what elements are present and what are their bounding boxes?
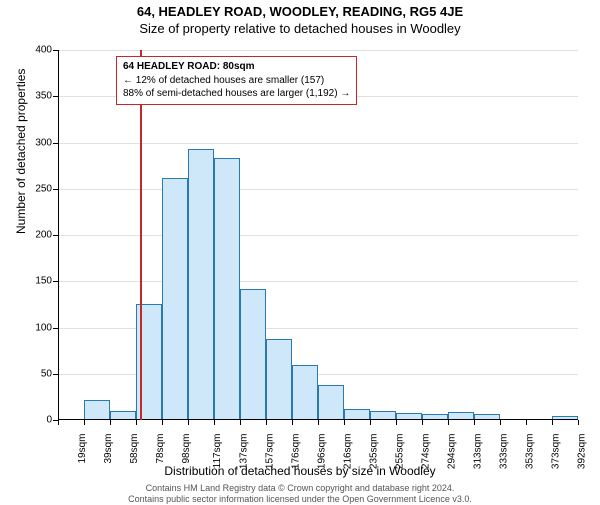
histogram-bar (266, 339, 292, 420)
x-tick (396, 420, 397, 425)
marker-line (140, 50, 142, 420)
x-tick (578, 420, 579, 425)
x-tick (318, 420, 319, 425)
x-tick (292, 420, 293, 425)
plot-area: 05010015020025030035040019sqm39sqm58sqm7… (58, 50, 578, 420)
x-tick (214, 420, 215, 425)
x-tick-label: 98sqm (181, 434, 192, 464)
x-tick (526, 420, 527, 425)
y-tick-label: 350 (18, 91, 52, 102)
y-tick-label: 50 (18, 368, 52, 379)
x-tick (370, 420, 371, 425)
y-tick-label: 400 (18, 45, 52, 56)
x-tick (552, 420, 553, 425)
gridline (58, 235, 578, 236)
x-tick-label: 19sqm (77, 434, 88, 464)
x-tick (500, 420, 501, 425)
y-axis (58, 50, 59, 420)
histogram-bar (292, 365, 318, 420)
gridline (58, 281, 578, 282)
histogram-bar (84, 400, 110, 420)
x-tick (58, 420, 59, 425)
x-tick-label: 39sqm (103, 434, 114, 464)
x-tick (474, 420, 475, 425)
x-tick (188, 420, 189, 425)
x-axis (58, 419, 578, 420)
x-axis-label: Distribution of detached houses by size … (0, 464, 600, 478)
annotation-line-3: 88% of semi-detached houses are larger (… (123, 87, 350, 101)
annotation-box: 64 HEADLEY ROAD: 80sqm← 12% of detached … (116, 56, 357, 105)
gridline (58, 189, 578, 190)
y-tick-label: 300 (18, 137, 52, 148)
y-tick-label: 200 (18, 230, 52, 241)
gridline (58, 143, 578, 144)
x-tick (136, 420, 137, 425)
chart-title-1: 64, HEADLEY ROAD, WOODLEY, READING, RG5 … (0, 4, 600, 19)
histogram-bar (318, 385, 344, 420)
x-tick (162, 420, 163, 425)
x-tick-label: 78sqm (155, 434, 166, 464)
gridline (58, 50, 578, 51)
histogram-bar (188, 149, 214, 420)
chart-title-2: Size of property relative to detached ho… (0, 21, 600, 36)
footer-line-2: Contains public sector information licen… (0, 494, 600, 505)
annotation-line-2: ← 12% of detached houses are smaller (15… (123, 74, 350, 88)
annotation-line-1: 64 HEADLEY ROAD: 80sqm (123, 60, 350, 74)
y-tick-label: 150 (18, 276, 52, 287)
x-tick (266, 420, 267, 425)
footer-line-1: Contains HM Land Registry data © Crown c… (0, 483, 600, 494)
histogram-bar (214, 158, 240, 420)
x-tick-label: 58sqm (129, 434, 140, 464)
x-tick (422, 420, 423, 425)
histogram-bar (162, 178, 188, 420)
x-tick (84, 420, 85, 425)
x-tick (344, 420, 345, 425)
x-tick (240, 420, 241, 425)
y-tick-label: 250 (18, 183, 52, 194)
y-tick-label: 100 (18, 322, 52, 333)
y-tick-label: 0 (18, 415, 52, 426)
histogram-bar (240, 289, 266, 420)
footer-attribution: Contains HM Land Registry data © Crown c… (0, 483, 600, 505)
x-tick (110, 420, 111, 425)
x-tick (448, 420, 449, 425)
